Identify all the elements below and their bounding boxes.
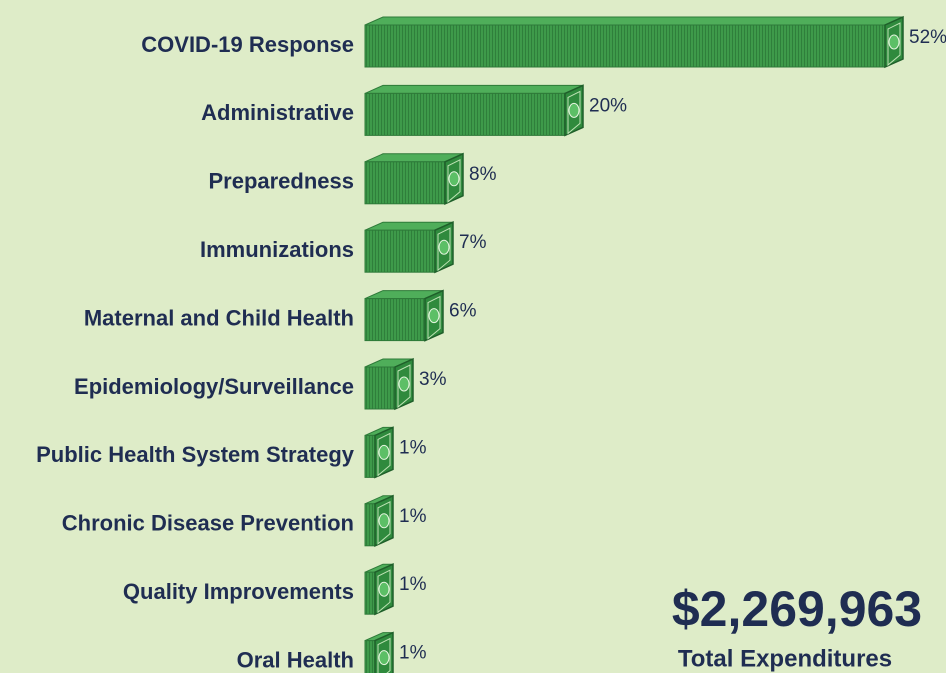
value-label: 20%: [589, 95, 627, 116]
category-label: Epidemiology/Surveillance: [74, 374, 354, 399]
bar: [364, 24, 886, 68]
category-label: COVID-19 Response: [141, 32, 354, 57]
value-label: 1%: [399, 437, 427, 458]
bill-inner: [567, 90, 581, 135]
value-label: 1%: [399, 574, 427, 595]
bill-seal: [448, 171, 460, 187]
bill-inner: [427, 295, 441, 340]
value-label: 1%: [399, 506, 427, 527]
bar: [364, 298, 426, 342]
bill-seal: [378, 513, 390, 529]
category-label: Chronic Disease Prevention: [62, 511, 354, 536]
value-label: 3%: [419, 369, 447, 390]
category-label: Immunizations: [200, 237, 354, 262]
bill-inner: [437, 227, 451, 272]
bar: [364, 434, 376, 478]
bar-top: [364, 84, 584, 94]
bar: [364, 503, 376, 547]
category-label: Preparedness: [208, 169, 354, 194]
bill-seal: [438, 239, 450, 255]
category-label: Maternal and Child Health: [84, 305, 354, 330]
bill-seal: [568, 102, 580, 118]
value-label: 7%: [459, 232, 487, 253]
bill-seal: [378, 581, 390, 597]
bar: [364, 366, 396, 410]
category-label: Public Health System Strategy: [36, 442, 355, 467]
value-label: 6%: [449, 301, 477, 322]
bill-seal: [378, 650, 390, 666]
bill-inner: [447, 158, 461, 203]
bill-seal: [888, 34, 900, 50]
bill-inner: [377, 637, 391, 673]
total-label: Total Expenditures: [678, 645, 892, 672]
total-amount: $2,269,963: [672, 581, 922, 637]
bar: [364, 640, 376, 673]
category-label: Oral Health: [237, 647, 354, 672]
value-label: 52%: [909, 27, 946, 48]
bill-seal: [428, 308, 440, 324]
bar-top: [364, 16, 904, 26]
value-label: 8%: [469, 164, 497, 185]
value-label: 1%: [399, 643, 427, 664]
bill-inner: [377, 432, 391, 477]
bill-inner: [397, 364, 411, 409]
bar: [364, 161, 446, 205]
bar: [364, 229, 436, 273]
bill-inner: [377, 569, 391, 614]
bill-inner: [377, 500, 391, 545]
bar: [364, 571, 376, 615]
category-label: Quality Improvements: [123, 579, 354, 604]
bar: [364, 92, 566, 136]
category-label: Administrative: [201, 100, 354, 125]
bill-seal: [378, 444, 390, 460]
bill-seal: [398, 376, 410, 392]
bill-inner: [887, 22, 901, 67]
